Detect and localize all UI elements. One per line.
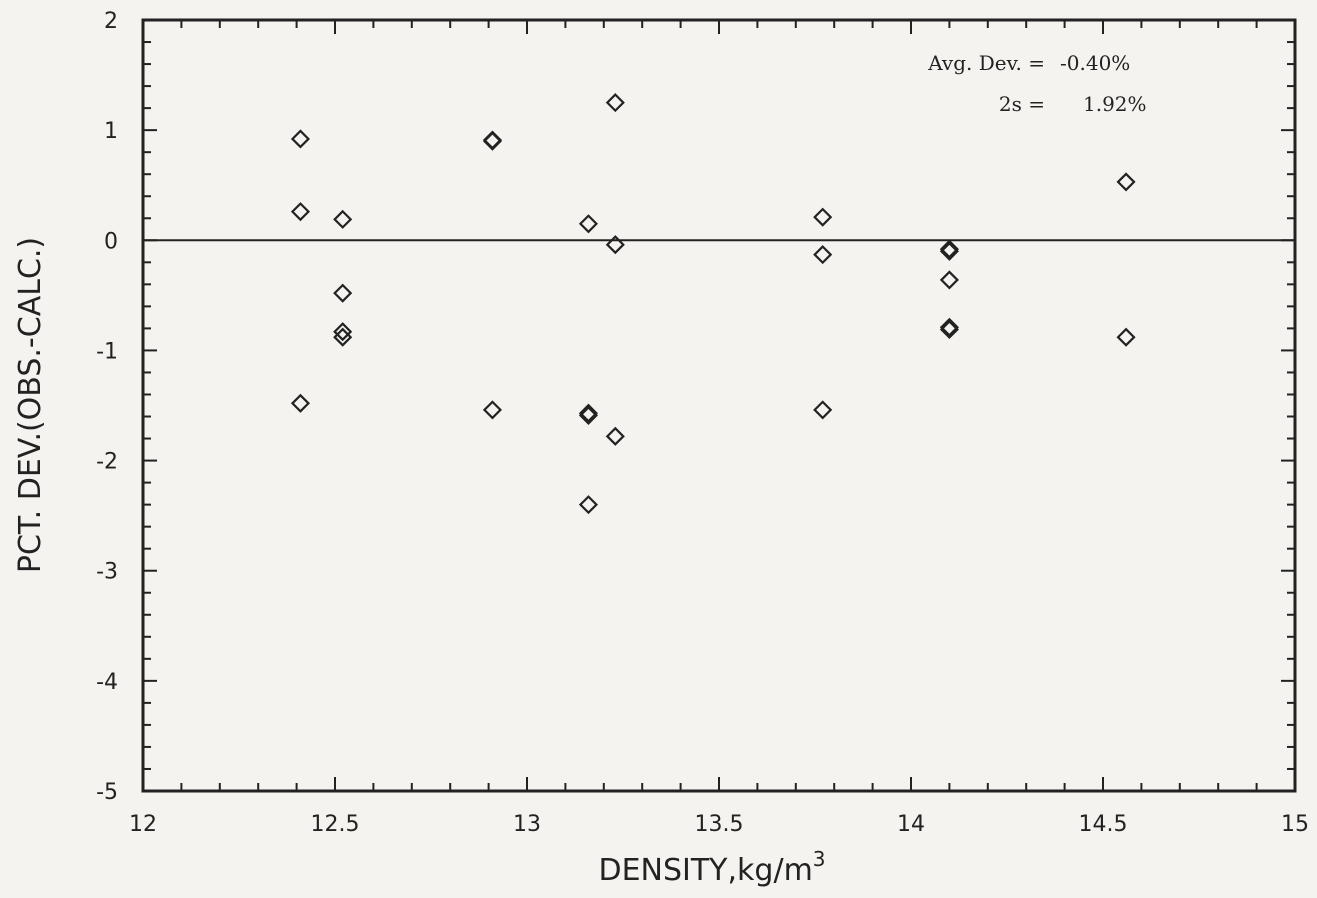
y-tick-label: 1	[104, 119, 118, 144]
data-point	[290, 393, 310, 413]
axis-ticks	[142, 19, 1296, 792]
x-tick-label: 14	[897, 812, 925, 837]
data-point	[290, 129, 310, 149]
data-point	[939, 239, 959, 259]
data-point	[290, 202, 310, 222]
y-axis-title: PCT. DEV.(OBS.-CALC.)	[13, 237, 48, 573]
axis-tick-labels: 12 12.5 13 13.5 14 14.5 15 2 1 0 -1 -2 -3 -4 -5	[96, 9, 1309, 837]
data-point	[813, 207, 833, 227]
two-s-label: 2s =	[999, 92, 1045, 116]
x-tick-label: 12.5	[311, 812, 360, 837]
y-tick-label: -2	[96, 450, 118, 475]
x-axis-title: DENSITY,kg/m3	[598, 847, 825, 888]
data-point	[333, 327, 353, 347]
y-tick-label: -4	[96, 670, 118, 695]
y-tick-label: 0	[104, 229, 118, 254]
data-point	[482, 400, 502, 420]
data-point	[605, 93, 625, 113]
y-tick-label: -5	[96, 780, 118, 805]
data-point	[333, 283, 353, 303]
data-point	[578, 403, 598, 423]
data-point	[939, 317, 959, 337]
data-point	[333, 322, 353, 342]
data-point	[939, 270, 959, 290]
plot-frame	[141, 18, 1297, 793]
data-point	[1116, 172, 1136, 192]
two-s-value: 1.92%	[1083, 92, 1147, 116]
avg-dev-value: -0.40%	[1060, 51, 1130, 75]
x-tick-label: 14.5	[1079, 812, 1128, 837]
data-point	[605, 235, 625, 255]
y-tick-label: -3	[96, 560, 118, 585]
data-point	[813, 245, 833, 265]
x-tick-label: 13.5	[695, 812, 744, 837]
data-point	[578, 405, 598, 425]
x-axis-title-main: DENSITY,kg/m	[598, 853, 812, 888]
data-point	[939, 319, 959, 340]
data-point	[482, 131, 502, 151]
y-tick-label: 2	[104, 9, 118, 34]
y-tick-label: -1	[96, 339, 118, 364]
data-point	[578, 495, 598, 515]
x-tick-label: 12	[129, 812, 157, 837]
x-tick-label: 15	[1281, 812, 1309, 837]
x-axis-title-superscript: 3	[813, 847, 826, 871]
avg-dev-label: Avg. Dev. =	[927, 51, 1045, 75]
data-point	[333, 209, 353, 229]
data-point	[1116, 327, 1136, 347]
x-tick-label: 13	[513, 812, 541, 837]
data-point	[605, 426, 625, 446]
data-point	[939, 241, 959, 261]
data-point	[578, 214, 598, 234]
data-point	[813, 400, 833, 420]
data-points	[290, 93, 1136, 515]
